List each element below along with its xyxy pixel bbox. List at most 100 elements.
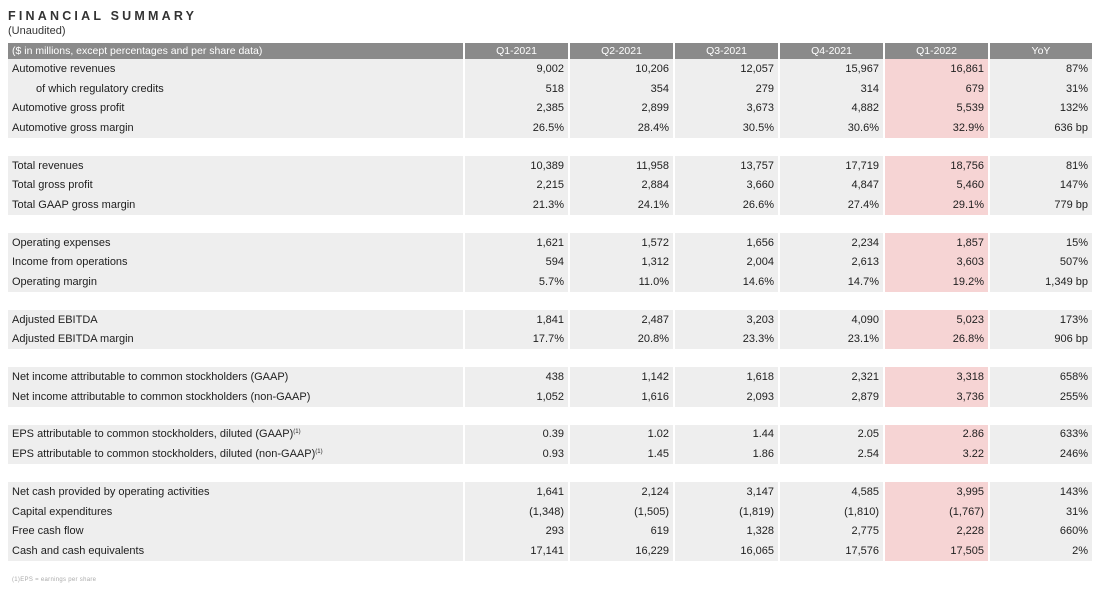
cell-yoy: 255% [988,386,1092,407]
row-spacer [8,291,1092,310]
row-operating-cash-flow: Net cash provided by operating activitie… [8,482,1092,502]
table-header-row: ($ in millions, except percentages and p… [8,43,1092,59]
cell-q4-2021: 30.6% [778,118,884,138]
footnote: (1)EPS = earnings per share [12,577,97,583]
cell-q4-2021: 4,882 [778,98,884,119]
cell-q4-2021: (1,810) [778,501,884,522]
cell-q3-2021: 1.44 [673,424,779,445]
cell-q4-2021: 17,719 [778,155,884,176]
cell-q3-2021: 23.3% [673,329,779,350]
row-label: Total GAAP gross margin [8,195,464,215]
cell-q1-2022: 1,857 [883,232,989,253]
cell-q1-2021: 21.3% [463,195,569,215]
row-adjusted-ebitda: Adjusted EBITDA 1,841 2,487 3,203 4,090 … [8,309,1092,330]
header-units: ($ in millions, except percentages and p… [8,43,464,59]
row-label: EPS attributable to common stockholders,… [8,424,464,445]
cell-q1-2021: 2,215 [463,175,569,196]
cell-q1-2021: 1,052 [463,386,569,407]
row-label: Income from operations [8,252,464,273]
row-label: Net cash provided by operating activitie… [8,482,464,502]
row-label: of which regulatory credits [8,78,464,99]
row-income-from-operations: Income from operations 594 1,312 2,004 2… [8,252,1092,273]
cell-q1-2022: 5,023 [883,309,989,330]
cell-q1-2022: 5,539 [883,98,989,119]
cell-q2-2021: 24.1% [568,195,674,215]
row-label: Free cash flow [8,521,464,542]
cell-yoy: 660% [988,521,1092,542]
cell-q4-2021: 2,879 [778,386,884,407]
cell-yoy: 246% [988,444,1092,464]
cell-q4-2021: 2,775 [778,521,884,542]
cell-yoy: 173% [988,309,1092,330]
cell-q1-2021: 2,385 [463,98,569,119]
cell-q4-2021: 2.54 [778,444,884,464]
cell-q1-2022: 26.8% [883,329,989,350]
row-spacer [8,464,1092,482]
cell-q3-2021: 13,757 [673,155,779,176]
row-spacer [8,349,1092,368]
cell-q4-2021: 23.1% [778,329,884,350]
cell-q2-2021: 10,206 [568,59,674,79]
cell-q1-2022: 32.9% [883,118,989,138]
row-label: Cash and cash equivalents [8,541,464,561]
row-label: Adjusted EBITDA [8,309,464,330]
header-q1-2022: Q1-2022 [883,43,989,59]
row-label: Automotive revenues [8,59,464,79]
cell-q4-2021: 2,234 [778,232,884,253]
cell-yoy: 633% [988,424,1092,445]
row-eps-non-gaap: EPS attributable to common stockholders,… [8,444,1092,464]
cell-q1-2022: 2,228 [883,521,989,542]
cell-q4-2021: 2,321 [778,367,884,387]
row-net-income-gaap: Net income attributable to common stockh… [8,367,1092,387]
cell-q1-2021: 17,141 [463,541,569,561]
row-adjusted-ebitda-margin: Adjusted EBITDA margin 17.7% 20.8% 23.3%… [8,329,1092,350]
cell-q1-2022: 3,995 [883,482,989,502]
cell-q1-2022: 2.86 [883,424,989,445]
cell-q2-2021: 619 [568,521,674,542]
row-label: Total revenues [8,155,464,176]
row-label: Adjusted EBITDA margin [8,329,464,350]
footnote-marker: (1) [293,429,301,436]
row-label: Operating expenses [8,232,464,253]
row-label-text: EPS attributable to common stockholders,… [12,428,294,441]
cell-q1-2021: 10,389 [463,155,569,176]
row-automotive-gross-profit: Automotive gross profit 2,385 2,899 3,67… [8,98,1092,119]
cell-q2-2021: 11,958 [568,155,674,176]
cell-q3-2021: 3,147 [673,482,779,502]
row-label: EPS attributable to common stockholders,… [8,444,464,464]
row-eps-gaap: EPS attributable to common stockholders,… [8,424,1092,445]
cell-q2-2021: 2,884 [568,175,674,196]
cell-q4-2021: 2,613 [778,252,884,273]
cell-q1-2022: 679 [883,78,989,99]
row-total-gross-profit: Total gross profit 2,215 2,884 3,660 4,8… [8,175,1092,196]
row-operating-margin: Operating margin 5.7% 11.0% 14.6% 14.7% … [8,272,1092,292]
cell-q3-2021: 14.6% [673,272,779,292]
cell-yoy: 81% [988,155,1092,176]
header-q3-2021: Q3-2021 [673,43,779,59]
cell-q1-2022: 19.2% [883,272,989,292]
cell-q1-2022: 3,318 [883,367,989,387]
row-automotive-revenues: Automotive revenues 9,002 10,206 12,057 … [8,59,1092,79]
row-operating-expenses: Operating expenses 1,621 1,572 1,656 2,2… [8,232,1092,253]
row-label-text: EPS attributable to common stockholders,… [12,448,316,461]
cell-q3-2021: 3,673 [673,98,779,119]
cell-q1-2022: 5,460 [883,175,989,196]
header-q2-2021: Q2-2021 [568,43,674,59]
cell-q3-2021: 30.5% [673,118,779,138]
footnote-marker: (1) [315,449,323,456]
cell-q2-2021: 2,124 [568,482,674,502]
cell-q4-2021: 4,090 [778,309,884,330]
cell-q1-2021: (1,348) [463,501,569,522]
cell-q1-2021: 0.93 [463,444,569,464]
cell-q1-2021: 1,841 [463,309,569,330]
cell-yoy: 906 bp [988,329,1092,350]
cell-q3-2021: (1,819) [673,501,779,522]
cell-yoy: 31% [988,501,1092,522]
cell-q1-2022: (1,767) [883,501,989,522]
header-q1-2021: Q1-2021 [463,43,569,59]
cell-q1-2021: 438 [463,367,569,387]
row-label: Net income attributable to common stockh… [8,367,464,387]
cell-q1-2022: 3,736 [883,386,989,407]
cell-q1-2022: 3.22 [883,444,989,464]
row-automotive-gross-margin: Automotive gross margin 26.5% 28.4% 30.5… [8,118,1092,138]
